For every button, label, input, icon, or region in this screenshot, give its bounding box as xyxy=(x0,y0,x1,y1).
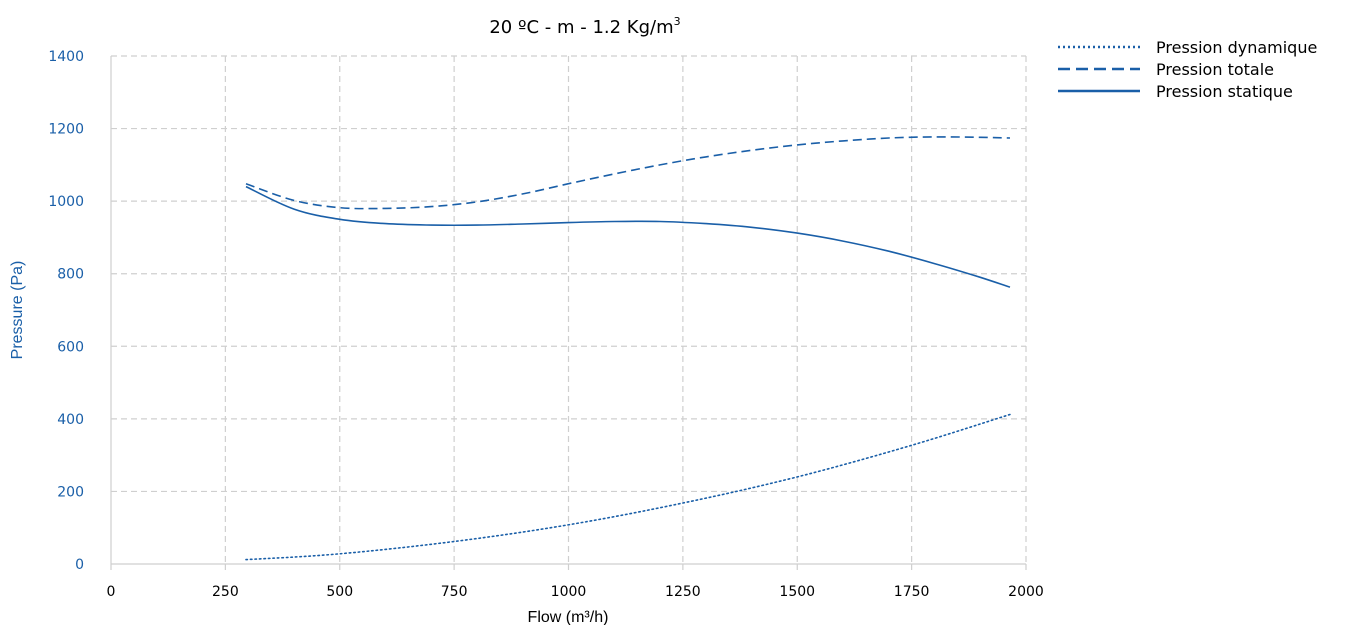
x-tick-label: 500 xyxy=(326,584,353,600)
chart-title-text: 20 ºC - m - 1.2 Kg/m xyxy=(489,17,673,38)
x-tick-label: 0 xyxy=(107,584,116,600)
y-tick-label: 200 xyxy=(57,484,84,500)
chart-title-superscript: 3 xyxy=(674,15,681,28)
axes xyxy=(110,56,1027,570)
series-line-pression-totale xyxy=(245,136,1011,210)
legend-label-pression-statique: Pression statique xyxy=(1156,82,1293,101)
legend: Pression dynamique Pression totale Pressio… xyxy=(1058,38,1317,101)
y-tick-label: 0 xyxy=(75,557,84,573)
y-tick-label: 1400 xyxy=(48,49,84,65)
x-tick-label: 1750 xyxy=(894,584,930,600)
grid-lines xyxy=(111,55,1027,564)
series-line-pression-dynamique xyxy=(245,413,1011,561)
series-lines xyxy=(245,136,1011,561)
x-tick-label: 1250 xyxy=(665,584,701,600)
series-line-pression-statique xyxy=(245,185,1011,288)
y-tick-label: 400 xyxy=(57,412,84,428)
y-tick-label: 800 xyxy=(57,267,84,283)
y-tick-label: 600 xyxy=(57,339,84,355)
x-axis-label: Flow (m³/h) xyxy=(528,609,609,625)
x-tick-label: 1000 xyxy=(551,584,587,600)
x-tick-label: 1500 xyxy=(779,584,815,600)
legend-label-pression-totale: Pression totale xyxy=(1156,60,1274,79)
y-axis-label: Pressure (Pa) xyxy=(9,261,26,360)
x-tick-label: 2000 xyxy=(1008,584,1044,600)
x-tick-labels: 0 250 500 750 1000 1250 1500 1750 2000 xyxy=(107,584,1044,600)
y-tick-label: 1200 xyxy=(48,122,84,138)
x-tick-label: 250 xyxy=(212,584,239,600)
x-tick-label: 750 xyxy=(441,584,468,600)
legend-label-pression-dynamique: Pression dynamique xyxy=(1156,38,1317,57)
y-tick-labels: 0 200 400 600 800 1000 1200 1400 xyxy=(48,49,84,573)
chart-title: 20 ºC - m - 1.2 Kg/m3 xyxy=(489,15,680,38)
y-tick-label: 1000 xyxy=(48,194,84,210)
